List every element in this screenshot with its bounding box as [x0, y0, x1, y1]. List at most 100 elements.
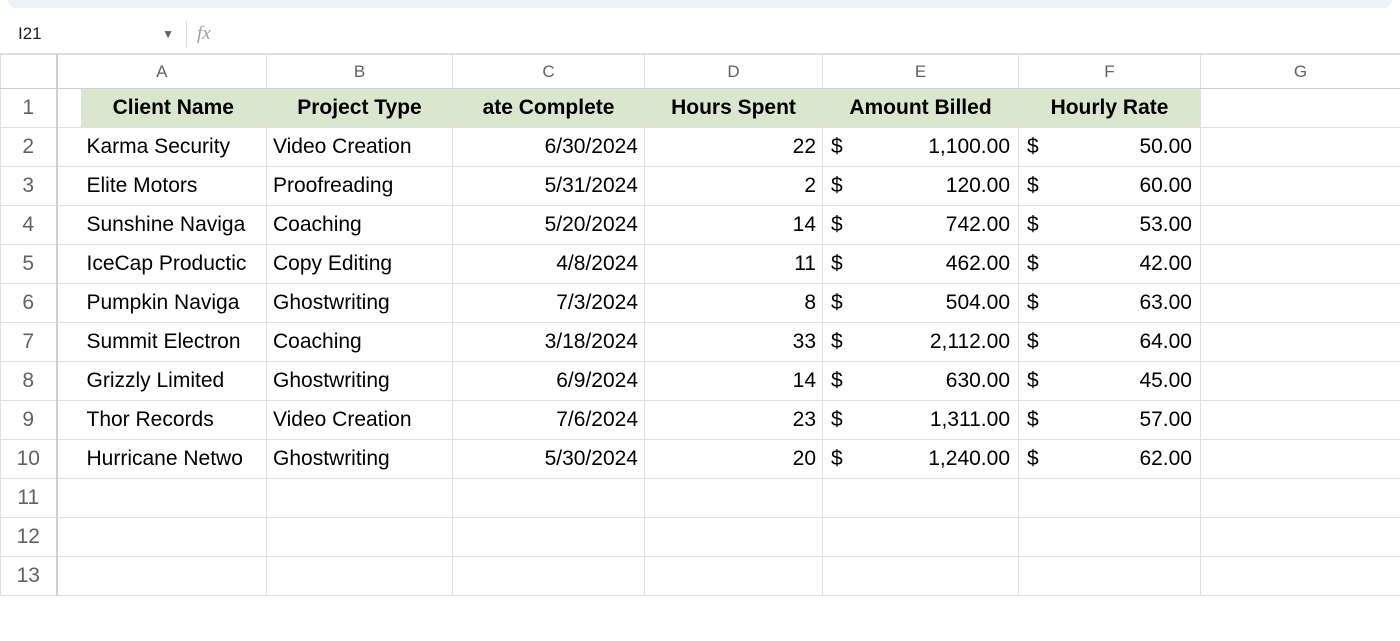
row-header[interactable]: 2	[1, 128, 57, 167]
cell[interactable]: $60.00	[1019, 167, 1201, 206]
row-header[interactable]: 10	[1, 440, 57, 479]
cell[interactable]: $1,100.00	[823, 128, 1019, 167]
row-header[interactable]: 3	[1, 167, 57, 206]
cell[interactable]: $1,311.00	[823, 401, 1019, 440]
row-header[interactable]: 4	[1, 206, 57, 245]
column-header[interactable]: D	[645, 55, 823, 89]
cell[interactable]	[81, 479, 267, 518]
name-box[interactable]: I21 ▼	[12, 20, 182, 47]
cell[interactable]: $1,240.00	[823, 440, 1019, 479]
row-header[interactable]: 6	[1, 284, 57, 323]
cell[interactable]: 14	[645, 206, 823, 245]
cell[interactable]: 33	[645, 323, 823, 362]
cell[interactable]	[267, 479, 453, 518]
cell[interactable]	[645, 557, 823, 596]
row-header[interactable]: 9	[1, 401, 57, 440]
cell[interactable]: Proofreading	[267, 167, 453, 206]
cell[interactable]	[1019, 557, 1201, 596]
cell[interactable]: Coaching	[267, 323, 453, 362]
cell[interactable]: 6/9/2024	[453, 362, 645, 401]
row-header[interactable]: 13	[1, 557, 57, 596]
cell[interactable]: Pumpkin Naviga	[81, 284, 267, 323]
cell[interactable]: $62.00	[1019, 440, 1201, 479]
cell[interactable]: 3/18/2024	[453, 323, 645, 362]
cell[interactable]: Hurricane Netwo	[81, 440, 267, 479]
formula-input[interactable]	[221, 20, 1400, 47]
cell[interactable]: $120.00	[823, 167, 1019, 206]
cell[interactable]: $50.00	[1019, 128, 1201, 167]
cell[interactable]: Thor Records	[81, 401, 267, 440]
cell[interactable]: $462.00	[823, 245, 1019, 284]
cell[interactable]: Project Type	[267, 89, 453, 128]
cell[interactable]: 5/20/2024	[453, 206, 645, 245]
column-header[interactable]: B	[267, 55, 453, 89]
cell[interactable]	[645, 518, 823, 557]
cell[interactable]: $53.00	[1019, 206, 1201, 245]
spreadsheet-grid[interactable]: A B C D E F G 1 Client Name Project Type…	[0, 54, 1400, 596]
row-header[interactable]: 12	[1, 518, 57, 557]
cell[interactable]: Ghostwriting	[267, 284, 453, 323]
cell[interactable]: Karma Security	[81, 128, 267, 167]
cell[interactable]: 7/3/2024	[453, 284, 645, 323]
cell[interactable]: Hours Spent	[645, 89, 823, 128]
cell[interactable]	[1201, 89, 1400, 128]
cell[interactable]: $630.00	[823, 362, 1019, 401]
column-header[interactable]: A	[57, 55, 267, 89]
cell[interactable]	[823, 518, 1019, 557]
cell[interactable]	[1201, 518, 1400, 557]
cell[interactable]: 5/31/2024	[453, 167, 645, 206]
cell[interactable]: Sunshine Naviga	[81, 206, 267, 245]
cell[interactable]: Video Creation	[267, 401, 453, 440]
row-header[interactable]: 11	[1, 479, 57, 518]
cell[interactable]	[453, 479, 645, 518]
row-header[interactable]: 5	[1, 245, 57, 284]
cell[interactable]: Elite Motors	[81, 167, 267, 206]
cell[interactable]	[453, 518, 645, 557]
cell[interactable]	[645, 479, 823, 518]
cell[interactable]: 20	[645, 440, 823, 479]
select-all-corner[interactable]	[1, 55, 57, 89]
cell[interactable]: Client Name	[81, 89, 267, 128]
row-header[interactable]: 7	[1, 323, 57, 362]
cell[interactable]	[1201, 479, 1400, 518]
cell[interactable]: $42.00	[1019, 245, 1201, 284]
cell[interactable]: $45.00	[1019, 362, 1201, 401]
cell[interactable]	[1201, 362, 1400, 401]
cell[interactable]: 5/30/2024	[453, 440, 645, 479]
cell[interactable]	[81, 518, 267, 557]
cell[interactable]: $64.00	[1019, 323, 1201, 362]
column-header[interactable]: E	[823, 55, 1019, 89]
cell[interactable]	[1201, 401, 1400, 440]
cell[interactable]	[1201, 167, 1400, 206]
cell[interactable]: Amount Billed	[823, 89, 1019, 128]
cell[interactable]	[1201, 323, 1400, 362]
cell[interactable]: 23	[645, 401, 823, 440]
cell[interactable]: Copy Editing	[267, 245, 453, 284]
cell[interactable]: 8	[645, 284, 823, 323]
cell[interactable]	[1019, 479, 1201, 518]
cell[interactable]: 11	[645, 245, 823, 284]
cell[interactable]: $63.00	[1019, 284, 1201, 323]
cell[interactable]: 4/8/2024	[453, 245, 645, 284]
cell[interactable]: Ghostwriting	[267, 362, 453, 401]
cell[interactable]: $504.00	[823, 284, 1019, 323]
column-header[interactable]: C	[453, 55, 645, 89]
cell[interactable]	[823, 557, 1019, 596]
cell[interactable]	[1201, 440, 1400, 479]
chevron-down-icon[interactable]: ▼	[154, 27, 182, 41]
cell[interactable]: Coaching	[267, 206, 453, 245]
cell[interactable]	[1201, 245, 1400, 284]
cell[interactable]	[823, 479, 1019, 518]
cell[interactable]	[1201, 206, 1400, 245]
cell[interactable]	[267, 518, 453, 557]
cell[interactable]: 14	[645, 362, 823, 401]
row-header[interactable]: 1	[1, 89, 57, 128]
cell[interactable]: IceCap Productic	[81, 245, 267, 284]
column-header[interactable]: G	[1201, 55, 1400, 89]
cell[interactable]	[1201, 284, 1400, 323]
cell[interactable]: 7/6/2024	[453, 401, 645, 440]
cell[interactable]: 6/30/2024	[453, 128, 645, 167]
cell[interactable]: 22	[645, 128, 823, 167]
cell[interactable]: $742.00	[823, 206, 1019, 245]
cell[interactable]: Video Creation	[267, 128, 453, 167]
